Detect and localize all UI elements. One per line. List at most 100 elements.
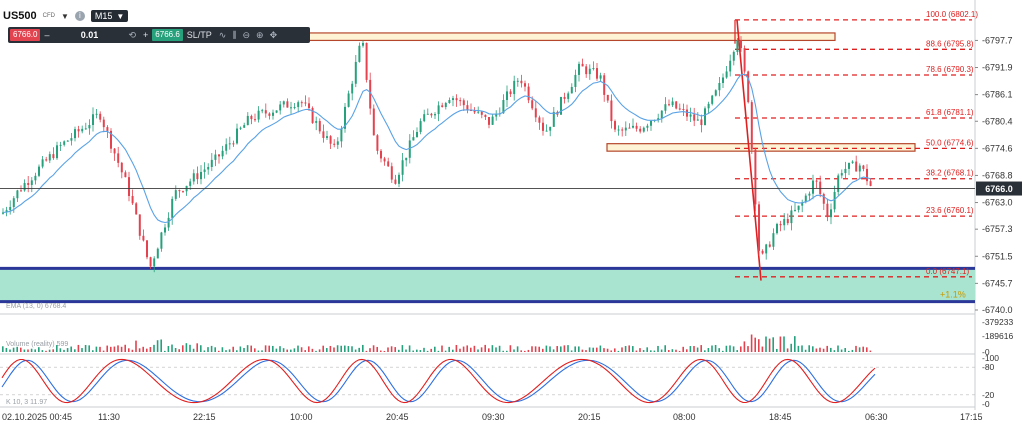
buy-button[interactable]: 6766.6 <box>152 29 183 41</box>
price-candle <box>725 71 728 78</box>
volume-bar <box>70 346 72 352</box>
volume-bar <box>596 347 598 352</box>
volume-bar <box>480 347 483 352</box>
symbol-selector[interactable]: US500 CFD ▼ i M15 ▼ <box>3 8 129 24</box>
price-candle <box>534 108 537 118</box>
volume-bar <box>156 340 159 352</box>
increase-quantity-button[interactable]: + <box>143 30 149 40</box>
indicators-icon[interactable]: ⫼ <box>232 29 237 40</box>
price-candle <box>606 94 609 101</box>
price-candle <box>455 98 458 101</box>
decrease-quantity-button[interactable]: – <box>44 30 50 40</box>
volume-bar <box>192 348 195 352</box>
volume-bar <box>534 346 537 352</box>
price-candle <box>660 110 663 119</box>
volume-bar <box>736 350 738 352</box>
price-candle <box>84 128 87 130</box>
crosshair-icon[interactable]: ✥ <box>269 29 278 40</box>
info-icon[interactable]: i <box>74 11 85 21</box>
volume-bar <box>657 345 659 352</box>
price-candle <box>776 223 778 234</box>
volume-bar <box>718 348 720 352</box>
refresh-icon[interactable]: ⟲ <box>128 29 137 40</box>
timeframe-selector[interactable]: M15 ▼ <box>90 10 129 22</box>
zoom-out-icon[interactable]: ⊖ <box>242 29 251 40</box>
volume-bar <box>138 348 141 352</box>
volume-bar <box>398 349 400 352</box>
quantity-input[interactable]: 0.01 <box>80 30 99 40</box>
volume-bar <box>452 349 454 352</box>
price-candle <box>408 140 411 158</box>
price-candle <box>279 104 282 111</box>
price-candle <box>761 250 764 254</box>
zoom-in-icon[interactable]: ⊕ <box>256 29 264 40</box>
line-chart-icon[interactable]: ∿ <box>218 29 227 40</box>
volume-bar <box>279 346 281 352</box>
sltp-button[interactable]: SL/TP <box>186 30 212 40</box>
chevron-down-icon[interactable]: ▼ <box>60 11 69 21</box>
volume-bar <box>632 346 634 352</box>
price-candle <box>826 203 829 218</box>
volume-bar <box>441 345 443 352</box>
volume-bar <box>768 338 771 352</box>
current-price-text: 6766.0 <box>985 184 1013 194</box>
support-zone <box>0 268 975 302</box>
volume-bar <box>581 349 584 352</box>
price-candle <box>16 190 19 199</box>
volume-bar <box>207 347 209 352</box>
price-candle <box>592 68 595 70</box>
volume-bar <box>333 347 335 352</box>
volume-bar <box>693 346 695 352</box>
price-candle <box>740 40 742 49</box>
volume-bar <box>696 347 699 352</box>
sell-button[interactable]: 6766.0 <box>10 29 41 41</box>
volume-bar <box>804 349 807 352</box>
price-candle <box>657 118 660 121</box>
volume-bar <box>840 349 843 352</box>
volume-bar <box>488 348 490 352</box>
volume-bar <box>722 350 724 352</box>
volume-bar <box>560 346 562 352</box>
price-candle <box>369 79 372 109</box>
price-candle <box>59 144 62 146</box>
stochastic-d-line <box>1 359 876 403</box>
volume-bar <box>106 345 108 352</box>
volume-bar <box>99 346 101 352</box>
volume-bar <box>448 346 450 352</box>
price-candle <box>581 63 584 67</box>
volume-bar <box>401 345 404 352</box>
price-candle <box>27 183 30 185</box>
volume-bar <box>790 343 792 352</box>
price-candle <box>567 93 570 99</box>
price-candle <box>704 108 706 126</box>
price-candle <box>257 110 260 120</box>
ema-line <box>2 73 871 224</box>
volume-bar <box>664 345 666 352</box>
volume-bar <box>563 345 566 352</box>
price-candle <box>610 100 613 122</box>
symbol-name[interactable]: US500 <box>3 10 37 22</box>
price-candle <box>146 240 148 258</box>
price-candle <box>70 138 73 141</box>
price-candle <box>351 83 354 94</box>
volume-bar <box>866 347 868 352</box>
volume-bar <box>315 350 317 352</box>
price-candle <box>707 103 710 109</box>
zone-note-label: +1.1% <box>940 290 966 300</box>
price-candle <box>138 214 141 236</box>
volume-bar <box>290 349 292 352</box>
volume-axis-label: -189616 <box>982 331 1013 341</box>
volume-bar <box>243 347 245 352</box>
price-candle <box>794 209 796 211</box>
volume-bar <box>142 346 144 352</box>
price-candle <box>23 183 26 191</box>
price-candle <box>668 104 670 106</box>
current-price-tag <box>976 181 1022 196</box>
fibonacci-retracement[interactable]: 100.0 (6802.1) 88.6 (6795.8) 78.6 (6790.3)… <box>734 10 978 281</box>
price-candle <box>401 160 404 175</box>
price-candle <box>390 166 393 180</box>
mid-box <box>606 143 916 152</box>
volume-bar <box>264 345 267 352</box>
price-candle <box>344 106 346 129</box>
